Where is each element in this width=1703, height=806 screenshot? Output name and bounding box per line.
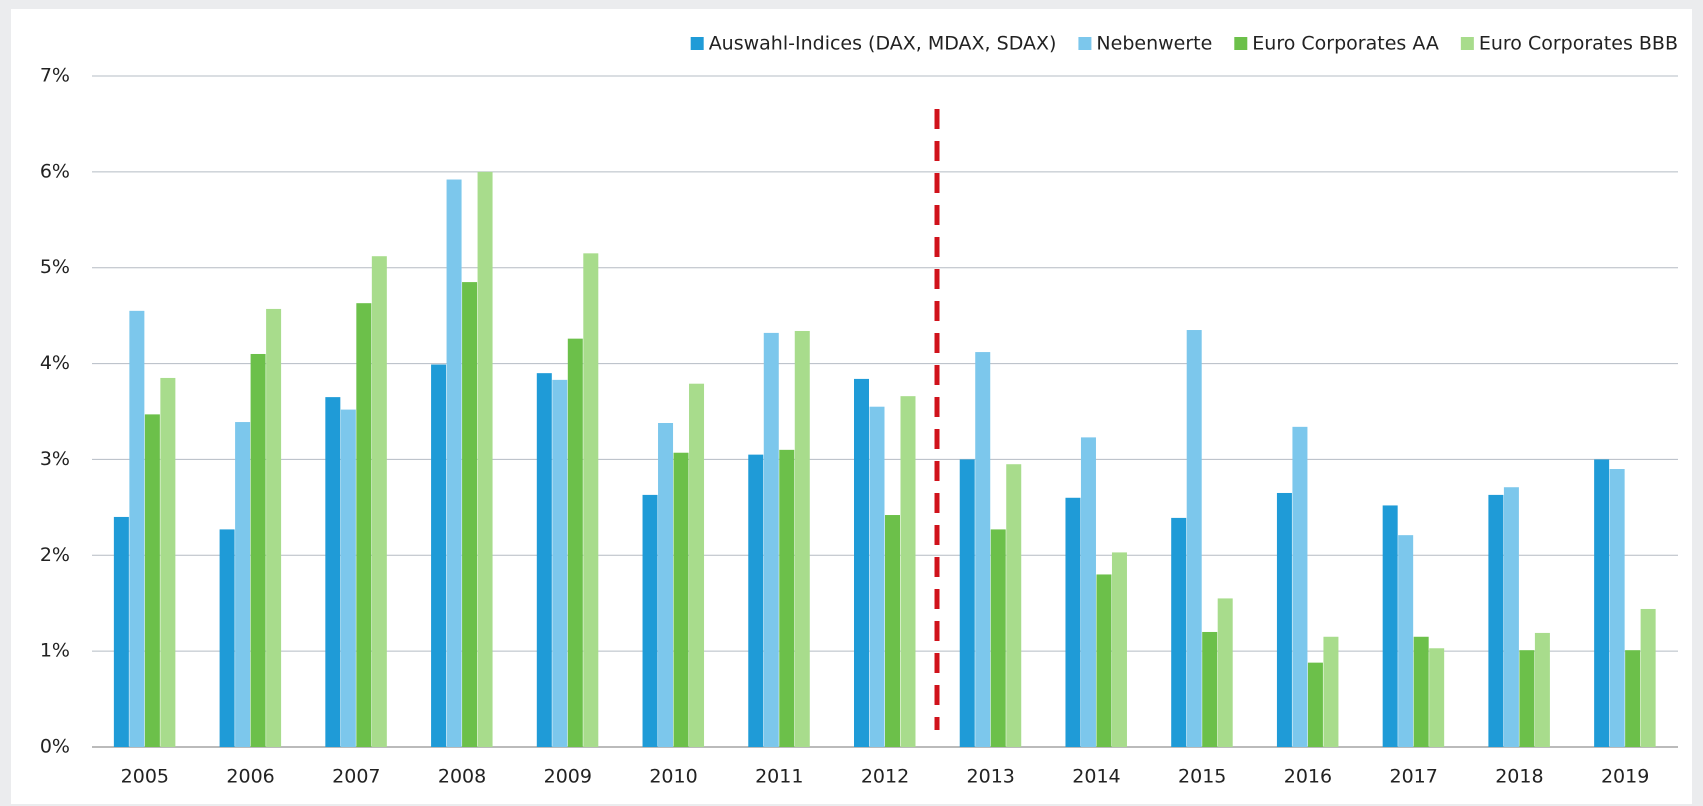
bar bbox=[1080, 437, 1096, 747]
bar bbox=[219, 529, 235, 747]
x-tick-label: 2010 bbox=[649, 766, 697, 788]
bar bbox=[689, 383, 705, 747]
x-tick-label: 2008 bbox=[438, 766, 486, 788]
legend-swatch bbox=[1078, 37, 1092, 50]
bar bbox=[1323, 636, 1339, 747]
y-tick-label: 1% bbox=[40, 640, 70, 662]
bar bbox=[885, 515, 900, 747]
bar bbox=[371, 256, 387, 747]
bar bbox=[235, 422, 251, 747]
bar bbox=[446, 179, 462, 748]
y-tick-label: 5% bbox=[40, 256, 70, 278]
legend-swatch bbox=[690, 37, 704, 50]
bar bbox=[1534, 632, 1550, 747]
y-tick-label: 6% bbox=[40, 160, 70, 182]
x-tick-label: 2014 bbox=[1072, 766, 1120, 788]
bar bbox=[1096, 574, 1112, 747]
bar bbox=[250, 353, 266, 747]
bar bbox=[1202, 631, 1218, 747]
bar bbox=[779, 449, 795, 747]
x-tick-label: 2019 bbox=[1601, 766, 1649, 788]
x-tick-label: 2012 bbox=[861, 766, 909, 788]
bar bbox=[325, 397, 341, 747]
x-tick-label: 2009 bbox=[544, 766, 592, 788]
x-tick-label: 2013 bbox=[967, 766, 1015, 788]
x-tick-label: 2005 bbox=[121, 766, 169, 788]
legend-label: Euro Corporates AA bbox=[1252, 33, 1439, 55]
bar bbox=[1503, 487, 1519, 747]
bar bbox=[990, 529, 1006, 747]
bar bbox=[356, 303, 372, 747]
y-tick-label: 2% bbox=[40, 544, 70, 566]
bar bbox=[900, 396, 916, 747]
bar bbox=[552, 379, 568, 747]
legend-label: Nebenwerte bbox=[1096, 33, 1212, 55]
bar bbox=[1217, 598, 1233, 747]
x-tick-label: 2018 bbox=[1495, 766, 1543, 788]
bar bbox=[1065, 497, 1081, 747]
bar bbox=[869, 406, 885, 747]
x-tick-label: 2006 bbox=[226, 766, 274, 788]
x-tick-label: 2007 bbox=[332, 766, 380, 788]
legend-swatch bbox=[1460, 37, 1474, 50]
bar bbox=[477, 171, 493, 747]
x-tick-label: 2011 bbox=[755, 766, 803, 788]
bar bbox=[1398, 535, 1414, 747]
bar bbox=[462, 282, 478, 747]
bar bbox=[1006, 464, 1022, 747]
bar bbox=[1625, 650, 1641, 747]
bar bbox=[748, 454, 764, 747]
bar bbox=[1276, 492, 1292, 747]
bar bbox=[1111, 552, 1127, 747]
bar bbox=[673, 452, 689, 747]
y-tick-label: 4% bbox=[40, 352, 70, 374]
bar bbox=[583, 253, 599, 748]
y-tick-label: 0% bbox=[40, 736, 70, 758]
bar bbox=[160, 377, 176, 747]
bar bbox=[1640, 608, 1656, 747]
bar bbox=[975, 352, 991, 747]
bar bbox=[536, 373, 552, 747]
bar bbox=[266, 308, 282, 747]
bar bbox=[1429, 648, 1445, 747]
bar bbox=[794, 330, 810, 747]
legend-label: Auswahl-Indices (DAX, MDAX, SDAX) bbox=[709, 33, 1057, 55]
bar bbox=[1382, 505, 1398, 747]
bar bbox=[959, 459, 975, 747]
bar bbox=[1488, 494, 1504, 747]
bar bbox=[642, 494, 658, 747]
y-tick-label: 7% bbox=[40, 65, 70, 87]
y-tick-label: 3% bbox=[40, 448, 70, 470]
x-tick-label: 2016 bbox=[1284, 766, 1332, 788]
bar bbox=[854, 378, 869, 747]
bar bbox=[113, 516, 129, 747]
x-tick-label: 2015 bbox=[1178, 766, 1226, 788]
bar bbox=[658, 423, 674, 747]
bar bbox=[340, 409, 356, 747]
bar bbox=[129, 310, 145, 747]
legend-label: Euro Corporates BBB bbox=[1479, 33, 1678, 55]
bar bbox=[144, 414, 160, 747]
bar bbox=[1171, 517, 1187, 747]
bar bbox=[763, 332, 779, 747]
x-tick-label: 2017 bbox=[1389, 766, 1437, 788]
bar bbox=[1292, 426, 1308, 747]
bar bbox=[431, 364, 447, 747]
bar bbox=[567, 338, 583, 747]
bar bbox=[1307, 662, 1323, 747]
legend-swatch bbox=[1234, 37, 1248, 50]
bar bbox=[1594, 459, 1610, 747]
bar bbox=[1609, 469, 1625, 747]
bar bbox=[1186, 330, 1202, 747]
bar bbox=[1519, 650, 1535, 747]
bar bbox=[1413, 636, 1429, 747]
